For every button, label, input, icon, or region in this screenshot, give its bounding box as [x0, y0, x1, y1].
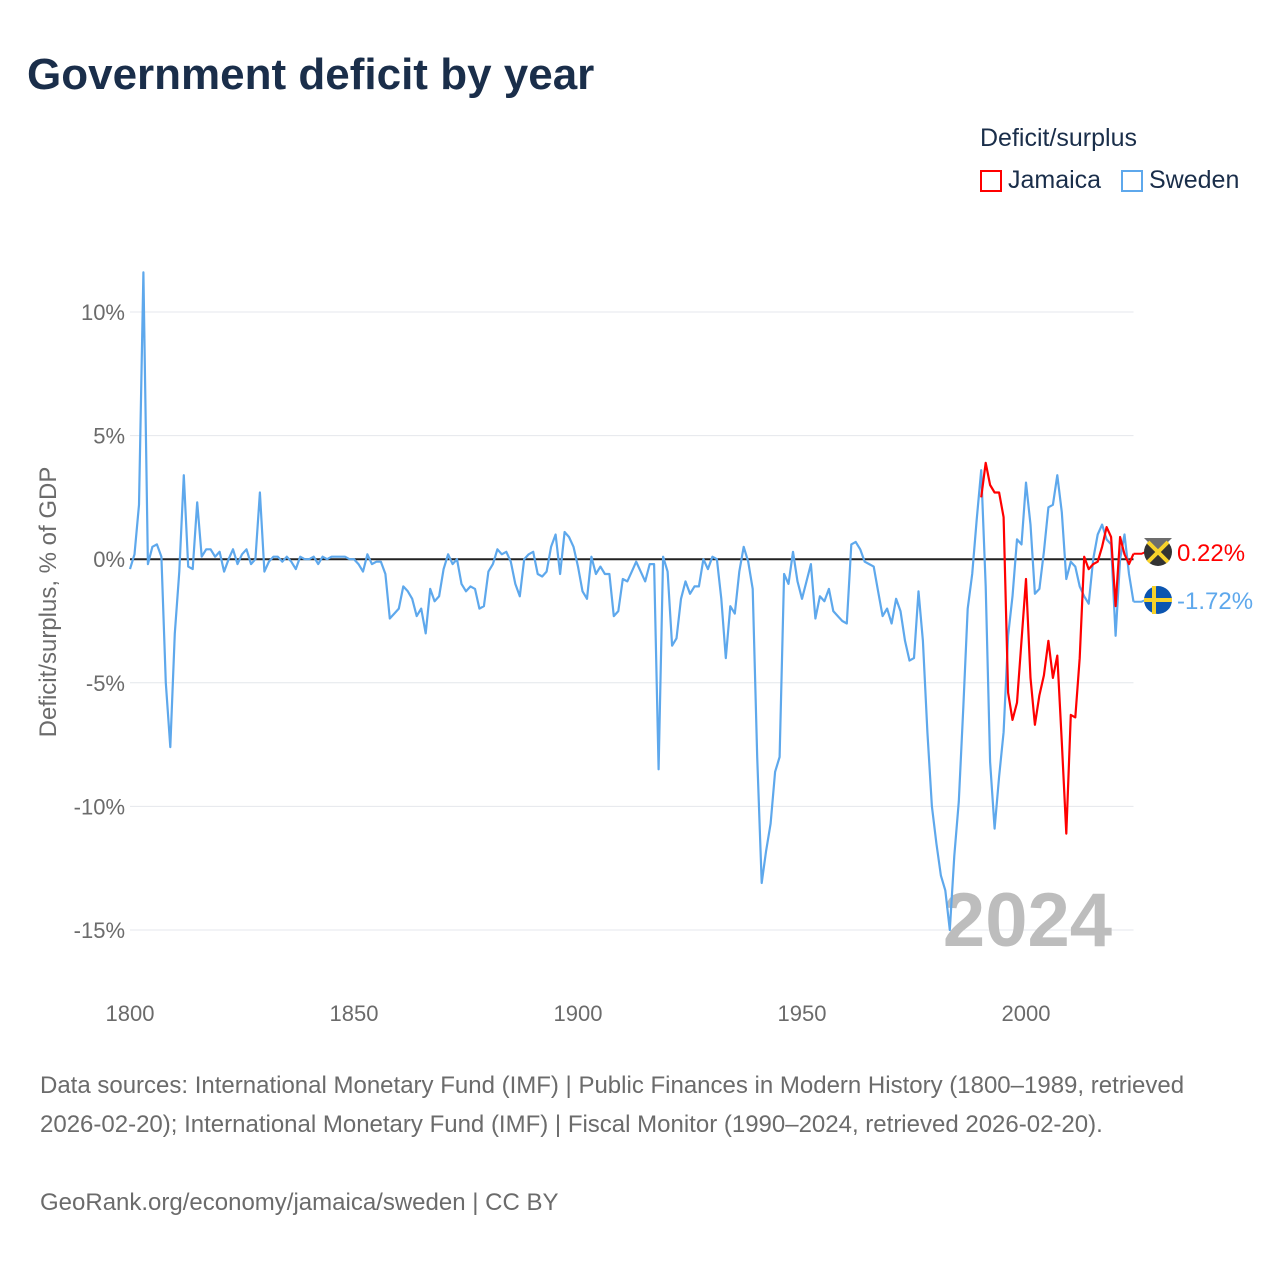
series-line-jamaica[interactable]: [980, 461, 1135, 835]
end-label-jamaica: 0.22%: [1177, 540, 1245, 567]
legend-swatch-sweden: [1121, 169, 1143, 192]
legend-swatch-jamaica: [980, 169, 1002, 192]
chart-title: Government deficit by year: [27, 50, 595, 99]
credit-link[interactable]: GeoRank.org/economy/jamaica/sweden | CC …: [40, 1189, 559, 1216]
end-connector: [1133, 599, 1146, 603]
y-tick-label: -15%: [74, 918, 125, 943]
legend-label-jamaica: Jamaica: [1008, 166, 1102, 194]
y-tick-label: -5%: [86, 671, 125, 696]
x-tick-label: 1850: [330, 1001, 379, 1026]
legend-item-sweden[interactable]: Sweden: [1121, 166, 1239, 195]
x-tick-label: 1800: [106, 1001, 155, 1026]
legend-label-sweden: Sweden: [1149, 166, 1240, 194]
flag-sweden-icon: [1144, 586, 1172, 614]
x-tick-label: 2000: [1002, 1001, 1051, 1026]
y-tick-label: 5%: [93, 424, 125, 449]
y-tick-label: 10%: [81, 300, 125, 325]
series-line-sweden[interactable]: [128, 271, 1135, 932]
y-tick-label: 0%: [93, 547, 125, 572]
data-sources: Data sources: International Monetary Fun…: [40, 1072, 1185, 1138]
year-watermark: 2024: [943, 878, 1112, 963]
y-tick-label: -10%: [74, 794, 125, 819]
end-connector: [1133, 551, 1146, 555]
legend-item-jamaica[interactable]: Jamaica: [980, 166, 1101, 195]
y-axis-label: Deficit/surplus, % of GDP: [35, 467, 62, 738]
x-tick-label: 1900: [554, 1001, 603, 1026]
x-tick-label: 1950: [778, 1001, 827, 1026]
legend-title: Deficit/surplus: [980, 124, 1137, 152]
flag-jamaica-icon: [1144, 538, 1172, 566]
end-label-sweden: -1.72%: [1177, 588, 1253, 615]
